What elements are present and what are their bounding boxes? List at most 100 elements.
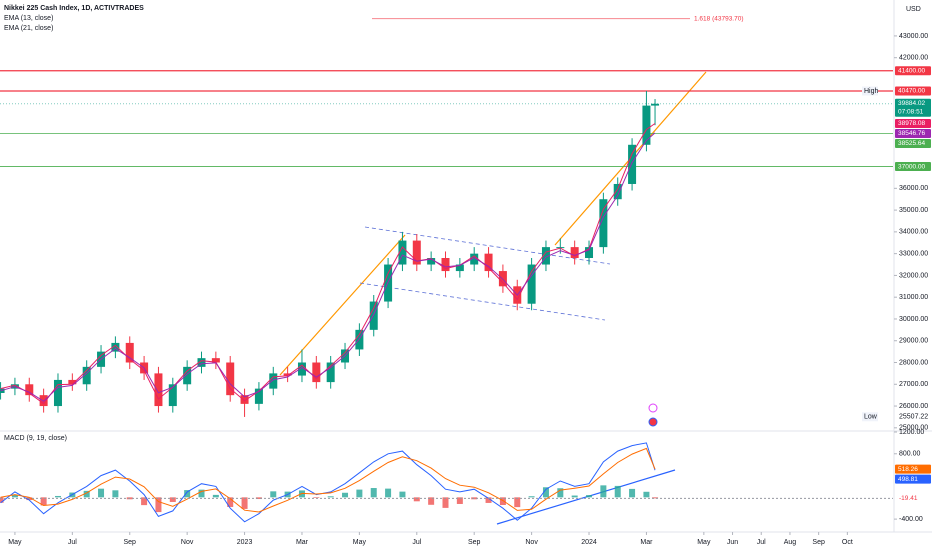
signal-line <box>0 447 656 513</box>
ema-tag-label: 38546.76 <box>898 130 925 137</box>
histogram-bar <box>600 485 607 498</box>
signal-tag-label: 518.26 <box>898 466 918 473</box>
histogram-bar <box>212 494 219 498</box>
histogram-bar <box>614 485 621 498</box>
y-tick-label: 31000.00 <box>899 294 928 301</box>
x-tick-label: Nov <box>525 539 538 546</box>
candle-body <box>541 247 550 265</box>
macd-trend-line <box>496 469 676 525</box>
candle-body <box>427 258 436 265</box>
level-tag-label: 38525.64 <box>898 140 925 147</box>
x-tick-label: Sep <box>468 539 481 546</box>
chart-title: Nikkei 225 Cash Index, 1D, ACTIVTRADES <box>4 5 144 12</box>
histogram-bar <box>83 490 90 498</box>
histogram-bar <box>370 488 377 498</box>
candle-body <box>68 379 77 385</box>
candle-body <box>369 301 378 330</box>
candle-body <box>283 373 292 376</box>
ema-tag-label: 38978.08 <box>898 120 925 127</box>
histogram-bar <box>184 490 191 498</box>
channel-line <box>364 226 611 265</box>
histogram-bar <box>571 495 578 498</box>
candle-body <box>398 240 407 265</box>
x-tick-label: Nov <box>181 539 194 546</box>
level-tag <box>895 162 931 172</box>
last-price-tag-label: 07:08:51 <box>898 108 924 115</box>
x-tick-label: Sep <box>812 539 825 546</box>
candle-body <box>484 253 493 272</box>
y-tick-label: 43000.00 <box>899 33 928 40</box>
last-price-tag <box>895 98 931 117</box>
histogram-bar <box>643 491 650 498</box>
histogram-bar <box>542 487 549 498</box>
histogram-bar <box>652 497 659 499</box>
histogram-bar <box>327 496 334 498</box>
event-icon[interactable] <box>648 417 658 427</box>
ema-tag <box>895 118 931 128</box>
histogram-bar <box>40 497 47 506</box>
candle-body <box>111 342 120 352</box>
level-tag <box>895 66 931 76</box>
histogram-bar <box>54 495 61 498</box>
candle-body <box>441 258 450 272</box>
histogram-bar <box>399 491 406 498</box>
x-tick-label: Mar <box>296 539 309 546</box>
histogram-bar <box>629 488 636 498</box>
candle-body <box>168 384 177 407</box>
extreme-label-box <box>862 412 878 422</box>
extreme-label: High <box>864 88 879 95</box>
histogram-bar <box>442 497 449 508</box>
histogram-bar <box>198 489 205 498</box>
x-tick-label: May <box>8 539 22 546</box>
y-tick-label: 42000.00 <box>899 55 928 62</box>
histogram-bar <box>514 497 521 508</box>
event-icon[interactable] <box>648 403 658 413</box>
extreme-label: Low <box>864 414 878 421</box>
histogram-bar <box>485 497 492 503</box>
macd-tag-label: 498.81 <box>898 476 918 483</box>
histogram-bar <box>413 497 420 502</box>
histogram-bar <box>471 497 478 500</box>
x-tick-label: Sep <box>124 539 137 546</box>
histogram-bar <box>557 488 564 498</box>
histogram-bar <box>342 492 349 498</box>
x-tick-label: Jul <box>68 539 77 546</box>
level-tag <box>895 138 931 148</box>
macd-line <box>0 442 656 523</box>
y-tick-label: 34000.00 <box>899 229 928 236</box>
x-tick-label: Mar <box>640 539 653 546</box>
level-tag-label: 37000.00 <box>898 163 925 170</box>
histogram-bar <box>227 497 234 507</box>
trend-line <box>279 234 406 376</box>
x-tick-label: 2024 <box>581 539 597 546</box>
last-price-tag-label: 39884.02 <box>898 100 925 107</box>
candle-body <box>570 247 579 258</box>
y-tick-label: 30000.00 <box>899 316 928 323</box>
histogram-bar <box>141 497 148 506</box>
candle-body <box>154 373 163 407</box>
candle-body <box>25 384 34 396</box>
histogram-bar <box>313 497 320 498</box>
candle-body <box>412 240 421 265</box>
extreme-label-box <box>862 86 878 96</box>
y-tick-label: 35000.00 <box>899 207 928 214</box>
x-tick-label: Jun <box>727 539 738 546</box>
y-tick-label: 26000.00 <box>899 403 928 410</box>
signal-tag <box>895 464 931 474</box>
channel-line <box>359 282 606 321</box>
y-tick-label: 25000.00 <box>899 425 928 432</box>
histogram-bar <box>528 496 535 498</box>
y-tick-label: 1200.00 <box>899 429 924 436</box>
histogram-bar <box>428 497 435 505</box>
histogram-bar <box>169 497 176 502</box>
legend-entry: EMA (21, close) <box>4 25 53 32</box>
currency-label: USD <box>906 6 921 13</box>
candle-body <box>312 362 321 383</box>
candle-body <box>197 358 206 367</box>
y-tick-label: 27000.00 <box>899 381 928 388</box>
histogram-bar <box>0 497 4 503</box>
histogram-bar <box>98 488 105 498</box>
y-tick-label: 29000.00 <box>899 338 928 345</box>
candle-body <box>53 379 62 407</box>
